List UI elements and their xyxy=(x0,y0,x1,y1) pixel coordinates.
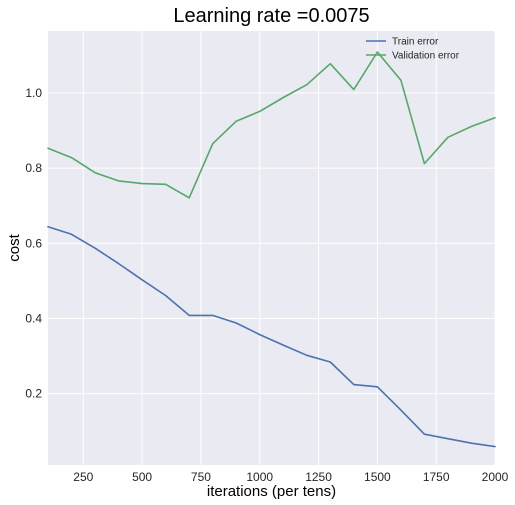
grid-lines xyxy=(48,31,496,465)
x-tick-label: 1250 xyxy=(305,470,332,484)
y-tick-label: 0.6 xyxy=(25,236,42,250)
legend: Train error Validation error xyxy=(366,37,460,62)
x-tick-label: 500 xyxy=(132,470,152,484)
y-axis-label: cost xyxy=(6,233,23,261)
y-tick-labels: 0.2 0.4 0.6 0.8 1.0 xyxy=(25,86,42,401)
x-tick-label: 1750 xyxy=(423,470,450,484)
y-tick-label: 1.0 xyxy=(25,86,42,100)
chart-title: Learning rate =0.0075 xyxy=(173,5,369,27)
legend-label: Validation error xyxy=(392,51,460,62)
x-axis-label: iterations (per tens) xyxy=(207,483,336,500)
y-tick-label: 0.8 xyxy=(25,161,42,175)
x-tick-label: 250 xyxy=(73,470,93,484)
series-line-validation-error xyxy=(47,51,496,199)
x-tick-labels: 250 500 750 1000 1250 1500 1750 2000 xyxy=(73,470,508,484)
y-tick-label: 0.4 xyxy=(25,311,42,325)
plot-area xyxy=(48,31,495,465)
series-line-train-error xyxy=(47,226,496,448)
legend-label: Train error xyxy=(392,37,439,48)
x-tick-label: 1000 xyxy=(246,470,273,484)
y-tick-label: 0.2 xyxy=(25,387,42,401)
x-tick-label: 2000 xyxy=(482,470,509,484)
x-tick-label: 750 xyxy=(191,470,211,484)
series-group xyxy=(47,51,496,448)
x-tick-label: 1500 xyxy=(364,470,391,484)
